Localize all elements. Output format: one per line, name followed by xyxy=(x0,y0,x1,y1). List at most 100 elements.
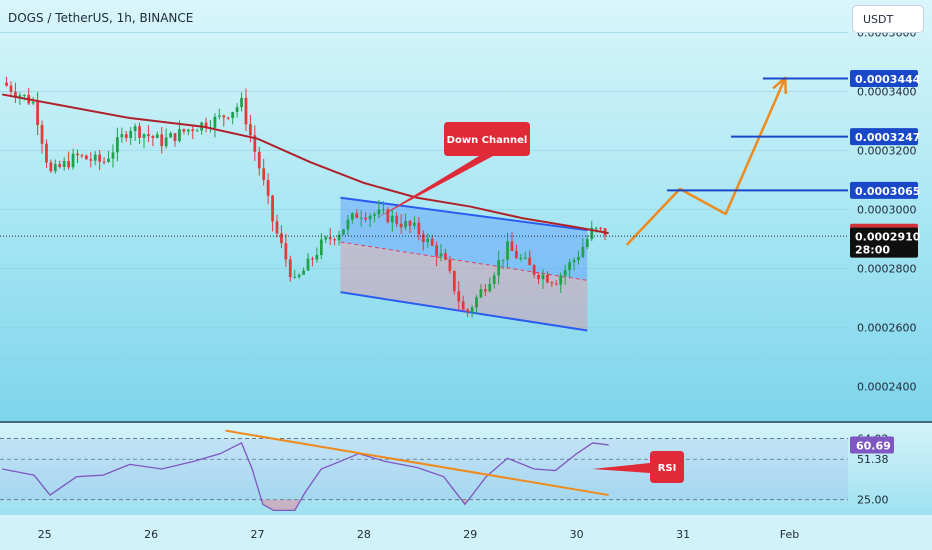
time-axis-background xyxy=(0,515,932,550)
candle-body xyxy=(585,239,589,247)
candle-body xyxy=(439,253,443,257)
candle-body xyxy=(306,258,310,271)
rsi-trendline xyxy=(225,429,609,497)
candle-body xyxy=(36,101,39,126)
candle-body xyxy=(173,133,177,142)
candle-body xyxy=(178,129,181,142)
candle-body xyxy=(532,265,536,275)
candle-body xyxy=(284,243,288,260)
channel-upper-fill xyxy=(340,197,588,281)
channel-lower-line xyxy=(340,291,588,332)
candle-body xyxy=(53,164,57,172)
candle-body xyxy=(262,168,266,180)
candle-body xyxy=(364,217,368,220)
time-tick-label: 30 xyxy=(570,528,584,541)
candle-body xyxy=(160,134,164,147)
candle-body xyxy=(395,215,399,224)
candle-body xyxy=(599,227,602,229)
candle-body xyxy=(58,164,62,167)
candle-body xyxy=(71,153,75,168)
candle-body xyxy=(421,234,425,243)
candle-body xyxy=(311,258,314,260)
candle-body xyxy=(382,209,385,211)
price-tag xyxy=(850,227,918,258)
candle-body xyxy=(328,237,332,240)
candle-body xyxy=(399,223,403,228)
candle-body xyxy=(466,309,469,313)
candle-body xyxy=(133,126,137,132)
candle-body xyxy=(9,85,13,92)
rsi-callout-label: RSI xyxy=(658,463,677,474)
candle-body xyxy=(155,134,159,138)
price-tick-label: 0.0003000 xyxy=(857,204,917,217)
candle-body xyxy=(182,129,186,132)
candle-body xyxy=(426,238,430,243)
candle-body xyxy=(116,137,119,153)
candle-body xyxy=(84,155,88,160)
candle-body xyxy=(62,161,66,167)
candle-body xyxy=(22,94,26,96)
candle-body xyxy=(147,134,150,137)
candle-body xyxy=(195,130,199,132)
rsi-band xyxy=(0,438,848,500)
candle-body xyxy=(359,217,363,219)
price-tick-label: 0.0003400 xyxy=(857,85,917,98)
time-tick-label: 26 xyxy=(144,528,158,541)
candle-body xyxy=(417,222,421,235)
candle-body xyxy=(497,260,501,276)
candle-body xyxy=(390,215,394,223)
candle-body xyxy=(18,95,22,97)
channel-lower-fill xyxy=(340,241,588,331)
candle-body xyxy=(120,134,124,138)
candle-body xyxy=(266,179,270,196)
candle-body xyxy=(452,270,456,292)
candle-body xyxy=(244,97,248,125)
candle-body xyxy=(257,151,261,169)
candle-body xyxy=(102,161,106,163)
candle-body xyxy=(164,137,168,147)
candle-body xyxy=(413,222,416,226)
candle-body xyxy=(386,209,390,223)
candle-body xyxy=(430,238,434,246)
candle-body xyxy=(355,213,359,218)
candle-body xyxy=(594,227,598,229)
price-tick-label: 0.0002400 xyxy=(857,381,917,394)
candle-body xyxy=(461,301,465,310)
candle-body xyxy=(5,82,8,86)
rsi-oversold-fill xyxy=(461,499,469,505)
candle-body xyxy=(129,131,133,138)
time-tick-label: 25 xyxy=(38,528,52,541)
candle-body xyxy=(559,275,563,285)
time-tick-label: 28 xyxy=(357,528,371,541)
candle-body xyxy=(217,115,221,117)
candle-body xyxy=(45,143,48,163)
candle-body xyxy=(319,239,323,256)
candle-body xyxy=(457,291,461,302)
rsi-value-tag xyxy=(850,436,894,454)
candle-body xyxy=(475,297,478,308)
price-tag-label: 0.0003065 xyxy=(855,185,920,198)
candle-body xyxy=(249,124,252,136)
moving-average-line xyxy=(1,93,609,235)
candle-body xyxy=(373,214,376,216)
price-tag-label: 0.0003444 xyxy=(855,73,921,86)
price-tag xyxy=(850,128,918,146)
candle-body xyxy=(546,274,549,283)
candle-body xyxy=(523,257,527,259)
price-tag-label: 0.0003247 xyxy=(855,131,920,144)
rsi-line xyxy=(2,442,609,512)
candle-body xyxy=(240,97,243,108)
candle-body xyxy=(492,275,496,284)
currency-selector[interactable]: USDT xyxy=(852,5,924,33)
candle-body xyxy=(506,241,509,260)
candle-body xyxy=(501,259,505,261)
candle-body xyxy=(297,274,301,277)
candle-body xyxy=(40,125,44,144)
candle-body xyxy=(510,241,514,251)
currency-label: USDT xyxy=(863,12,894,26)
candle-body xyxy=(368,215,372,220)
candle-body xyxy=(568,262,571,271)
candle-body xyxy=(346,219,350,230)
rsi-callout xyxy=(592,451,684,483)
